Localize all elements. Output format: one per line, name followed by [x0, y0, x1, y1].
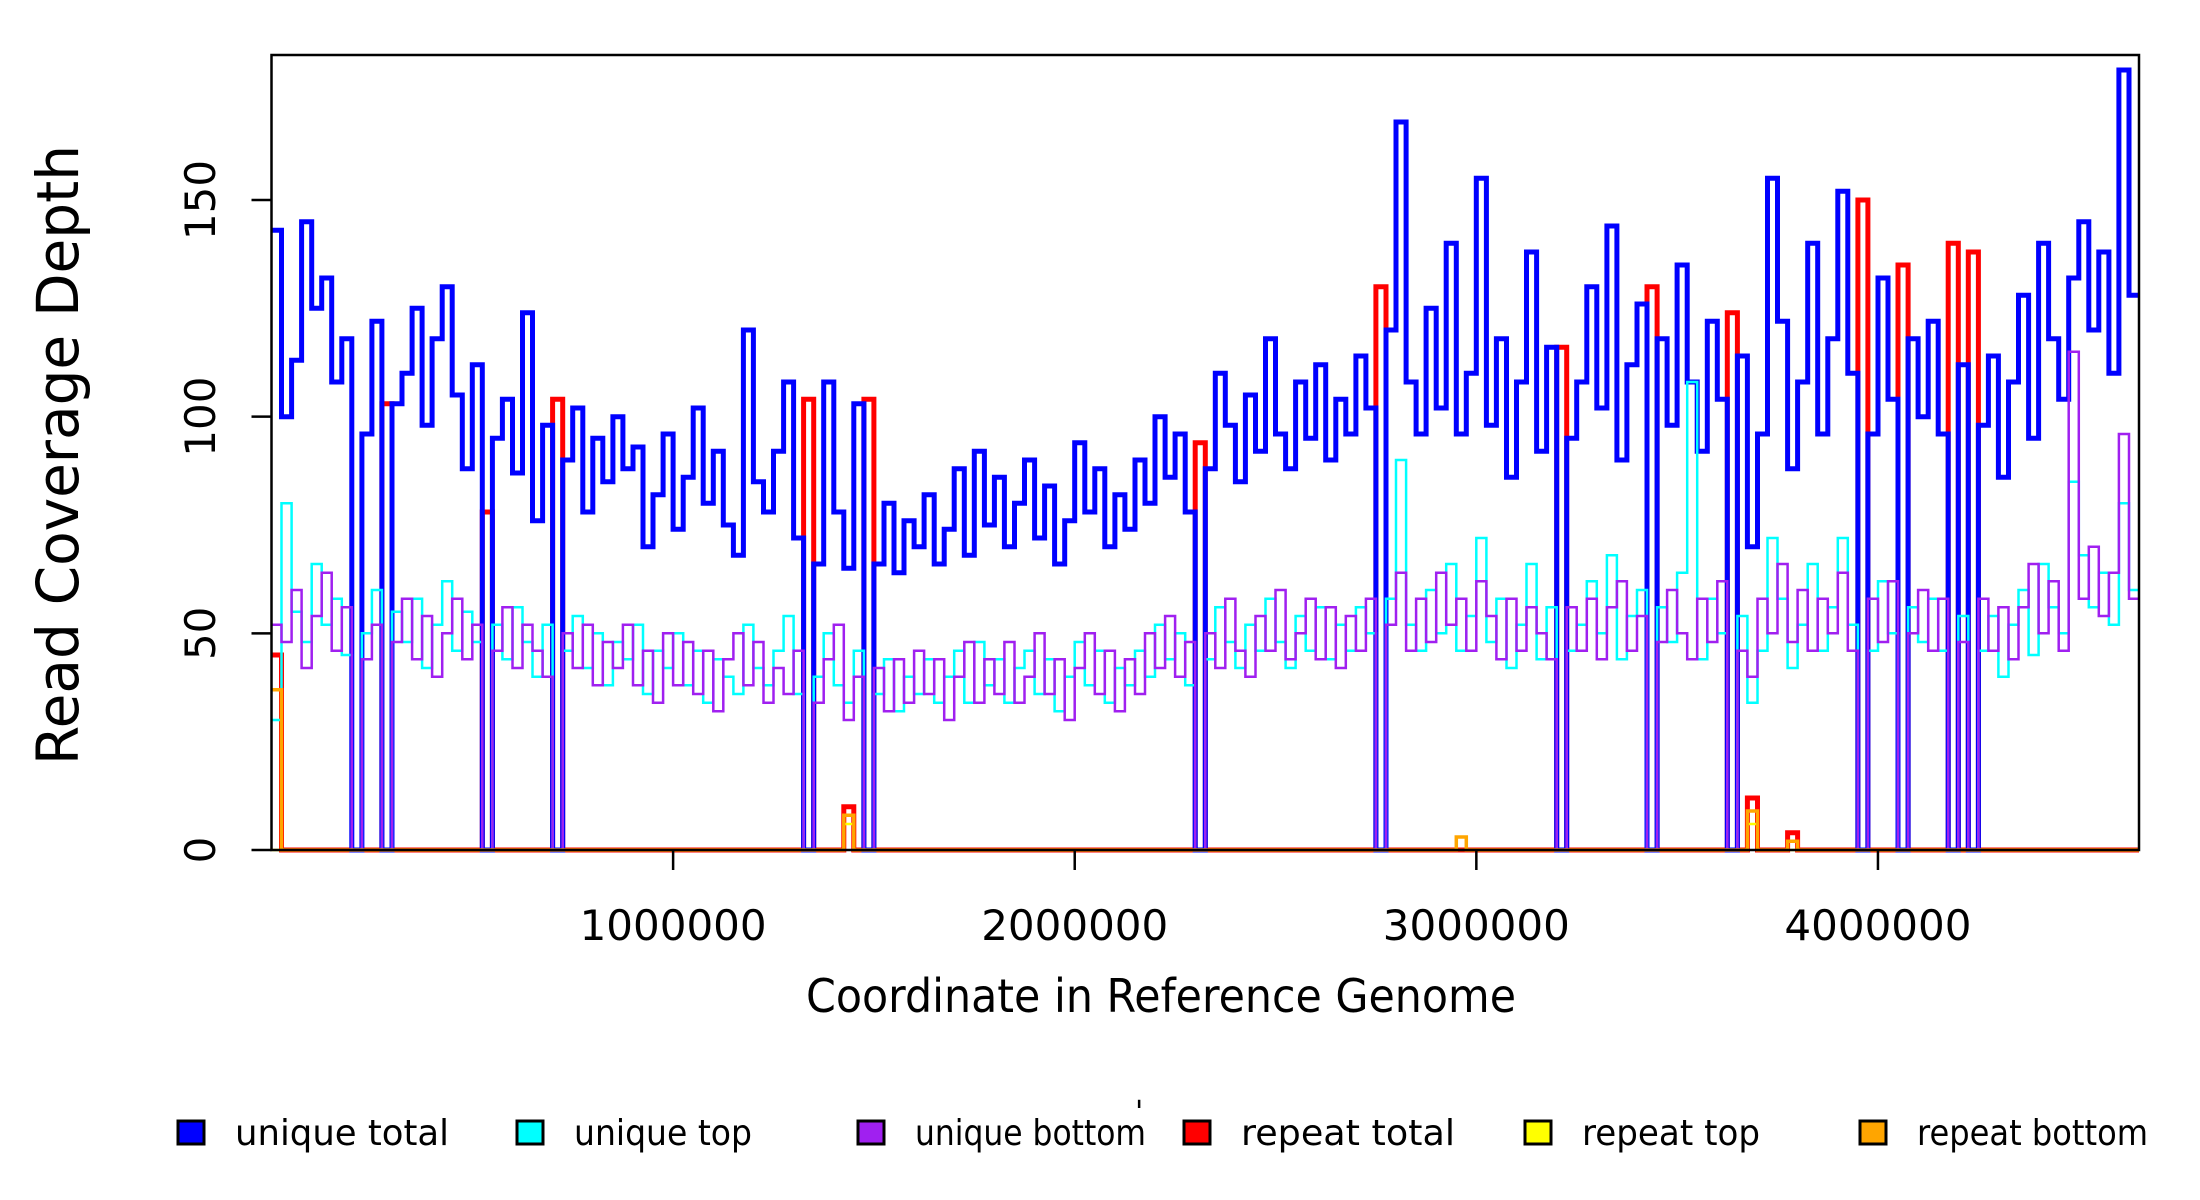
x-tick-label: 3000000	[1383, 901, 1570, 950]
legend-swatch	[1858, 1119, 1888, 1146]
x-tick-label: 2000000	[981, 901, 1168, 950]
x-tick-label: 4000000	[1784, 901, 1971, 950]
legend-swatch	[515, 1119, 545, 1146]
legend-item-unique-total: unique total	[176, 1113, 449, 1154]
legend-label: repeat total	[1241, 1113, 1455, 1154]
legend-swatch	[1523, 1119, 1553, 1146]
y-tick-label: 0	[176, 837, 225, 864]
legend-swatch	[856, 1119, 886, 1146]
legend-label: unique top	[574, 1113, 752, 1154]
legend-item-repeat-bottom: repeat bottom	[1858, 1113, 2148, 1154]
legend-swatch	[176, 1119, 206, 1146]
legend-label: unique bottom	[915, 1113, 1146, 1154]
legend-item-unique-top: unique top	[515, 1113, 752, 1154]
plot-box	[270, 53, 2141, 852]
tick-labels: 0 50 100 150 1000000 2000000 3000000 4000000	[176, 160, 1971, 950]
legend-item-repeat-top: repeat top	[1523, 1113, 1760, 1154]
legend-label: repeat top	[1582, 1113, 1760, 1154]
series-unique-bottom	[271, 350, 2139, 852]
x-tick-label: 1000000	[580, 901, 767, 950]
legend-label: unique total	[235, 1113, 449, 1154]
x-axis-title: Coordinate in Reference Genome	[806, 969, 1516, 1023]
legend-swatch	[1182, 1119, 1212, 1146]
legend-item-repeat-total: repeat total	[1182, 1113, 1455, 1154]
legend-item-unique-bottom: unique bottom	[856, 1113, 1146, 1154]
y-axis-title: Read Coverage Depth	[24, 145, 92, 765]
stray-mark: '	[1135, 1095, 1143, 1130]
y-tick-label: 150	[176, 160, 225, 240]
axes	[251, 53, 2141, 870]
series-lines	[271, 67, 2139, 853]
legend: unique total unique top unique bottom repea…	[176, 1095, 2148, 1154]
legend-label: repeat bottom	[1917, 1113, 2148, 1154]
y-tick-label: 100	[176, 377, 225, 457]
y-tick-label: 50	[176, 607, 225, 660]
